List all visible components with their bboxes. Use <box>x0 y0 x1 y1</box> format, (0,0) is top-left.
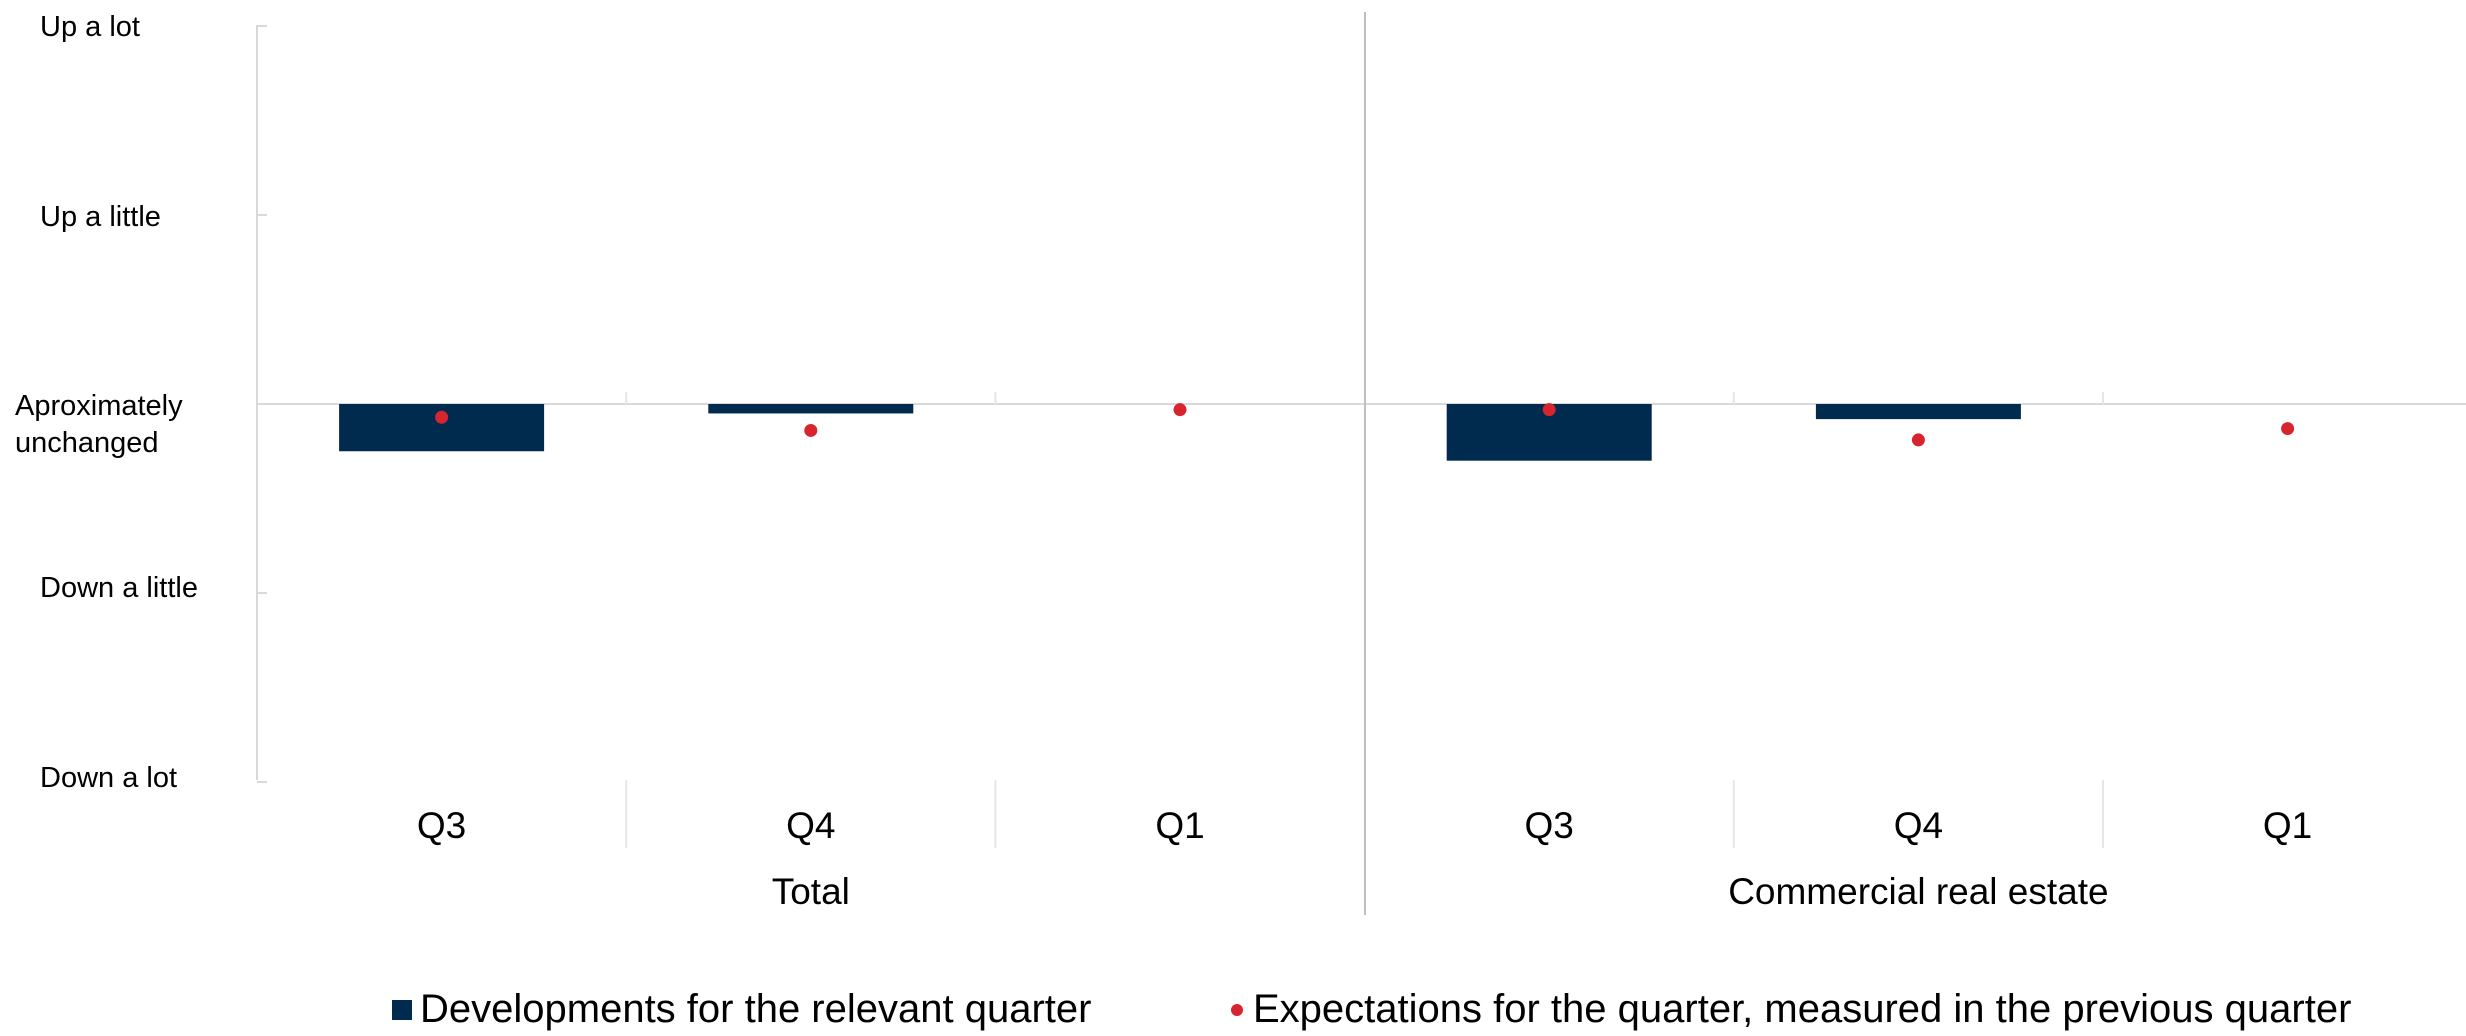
group-label: Total <box>772 871 850 912</box>
dot-series <box>435 403 2295 447</box>
legend-bar-label: Developments for the relevant quarter <box>420 987 1092 1031</box>
x-category-label: Q1 <box>1155 805 1204 846</box>
ytick-down-a-lot: Down a lot <box>40 762 178 794</box>
bar <box>1815 404 2021 420</box>
dot-point <box>804 423 818 437</box>
legend-bar: Developments for the relevant quarter <box>392 986 1091 1032</box>
dot-point <box>435 410 449 424</box>
x-category-labels: Q3 Q4 Q1 Q3 Q4 Q1 <box>417 805 2312 846</box>
bar-series <box>339 404 2021 461</box>
ytick-up-a-little: Up a little <box>40 201 161 233</box>
bar <box>708 404 914 414</box>
x-category-label: Q3 <box>417 805 466 846</box>
y-ticks <box>257 25 267 783</box>
ytick-up-a-lot: Up a lot <box>40 11 140 43</box>
legend-dot-label: Expectations for the quarter, measured i… <box>1253 987 2352 1031</box>
x-category-label: Q1 <box>2263 805 2312 846</box>
ytick-down-a-little: Down a little <box>40 572 198 604</box>
legend-dot: Expectations for the quarter, measured i… <box>1231 986 2351 1032</box>
x-category-label: Q3 <box>1525 805 1574 846</box>
legend-dot-swatch <box>1231 1004 1243 1016</box>
ytick-unchanged: Aproximately unchanged <box>15 390 183 459</box>
legend-bar-swatch <box>392 1000 412 1020</box>
x-category-label: Q4 <box>786 805 835 846</box>
x-category-label: Q4 <box>1894 805 1943 846</box>
dot-point <box>2281 422 2295 436</box>
group-labels: Total Commercial real estate <box>772 871 2109 912</box>
group-label: Commercial real estate <box>1728 871 2108 912</box>
dot-point <box>1173 403 1187 417</box>
dot-point <box>1542 403 1556 417</box>
category-separators <box>625 392 2104 848</box>
dot-point <box>1911 433 1925 447</box>
